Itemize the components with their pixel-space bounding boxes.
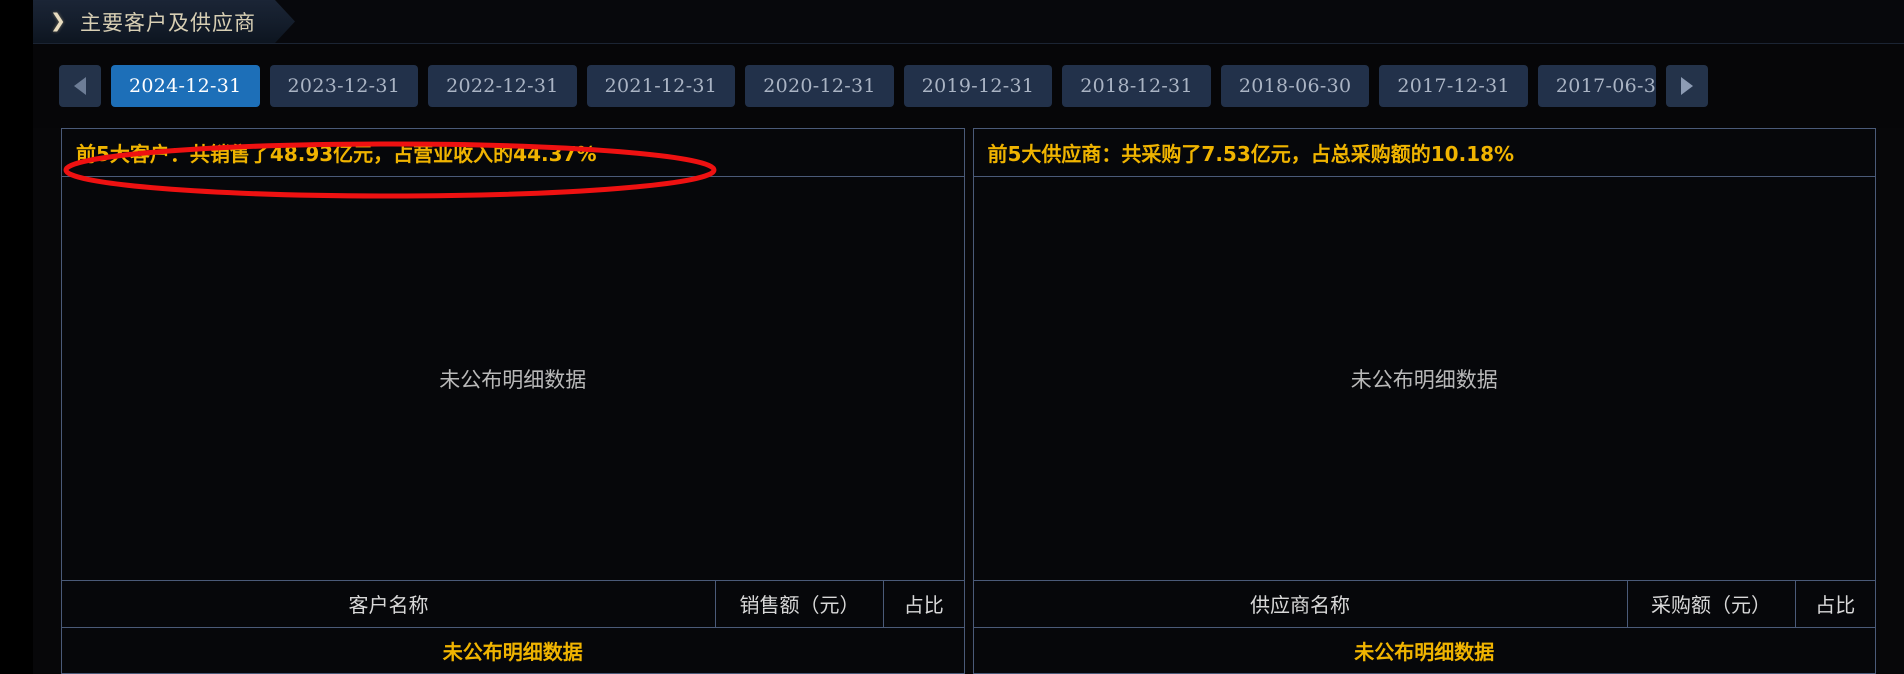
section-header: ❯ 主要客户及供应商: [33, 0, 1904, 44]
column-header-purchase-amount: 采购额（元）: [1627, 581, 1796, 628]
date-tab-2018-06-30[interactable]: 2018-06-30: [1220, 65, 1370, 107]
column-header-supplier-name: 供应商名称: [973, 581, 1628, 628]
column-header-sales-amount: 销售额（元）: [715, 581, 884, 628]
panels-container: 前5大客户：共销售了48.93亿元，占营业收入的44.37% 未公布明细数据 客…: [33, 128, 1904, 674]
customers-body-placeholder: 未公布明细数据: [62, 177, 964, 581]
suppliers-row-nodata: 未公布明细数据: [1354, 639, 1495, 664]
table-header-row: 客户名称 销售额（元） 占比: [62, 581, 964, 628]
date-strip-prev-button[interactable]: [59, 65, 101, 107]
suppliers-summary: 前5大供应商：共采购了7.53亿元，占总采购额的10.18%: [973, 129, 1875, 177]
table-header-row: 供应商名称 采购额（元） 占比: [973, 581, 1875, 628]
date-strip-next-button[interactable]: [1665, 65, 1708, 107]
date-tab-label: 2017-06-30: [1555, 75, 1656, 97]
date-tab-2024-12-31[interactable]: 2024-12-31: [111, 65, 260, 107]
customers-summary: 前5大客户：共销售了48.93亿元，占营业收入的44.37%: [62, 129, 964, 177]
date-tab-2020-12-31[interactable]: 2020-12-31: [745, 65, 894, 107]
date-tab-label: 2023-12-31: [287, 75, 401, 97]
date-tab-strip: 2024-12-31 2023-12-31 2022-12-31 2021-12…: [33, 44, 1904, 128]
suppliers-table: 供应商名称 采购额（元） 占比 未公布明细数据: [973, 581, 1876, 673]
section-header-tab[interactable]: ❯ 主要客户及供应商: [33, 0, 295, 43]
arrow-right-icon: [1680, 77, 1693, 95]
date-tab-2017-12-31[interactable]: 2017-12-31: [1379, 65, 1528, 107]
table-row: 未公布明细数据: [62, 627, 964, 673]
table-row: 未公布明细数据: [974, 627, 1876, 673]
customers-row-nodata: 未公布明细数据: [442, 639, 583, 664]
date-tab-label: 2019-12-31: [921, 75, 1035, 97]
column-header-share: 占比: [1795, 581, 1875, 628]
left-gutter: [0, 0, 33, 674]
arrow-left-icon: [74, 77, 86, 95]
date-tab-2018-12-31[interactable]: 2018-12-31: [1062, 65, 1211, 107]
date-tab-2019-12-31[interactable]: 2019-12-31: [903, 65, 1053, 107]
content-area: ❯ 主要客户及供应商 2024-12-31 2023-12-31 2022-12…: [33, 0, 1904, 674]
column-header-share: 占比: [883, 581, 964, 628]
date-tab-2023-12-31[interactable]: 2023-12-31: [269, 65, 419, 107]
date-tab-2022-12-31[interactable]: 2022-12-31: [428, 65, 577, 107]
page-title: 主要客户及供应商: [80, 10, 256, 35]
customers-table: 客户名称 销售额（元） 占比 未公布明细数据: [62, 581, 964, 673]
suppliers-panel: 前5大供应商：共采购了7.53亿元，占总采购额的10.18% 未公布明细数据 供…: [972, 128, 1876, 674]
suppliers-body-placeholder: 未公布明细数据: [973, 177, 1875, 581]
date-tab-2017-06-30[interactable]: 2017-06-30: [1537, 65, 1656, 107]
date-tab-label: 2024-12-31: [129, 75, 242, 97]
date-tab-label: 2018-06-30: [1238, 75, 1352, 97]
chevron-right-icon: ❯: [50, 11, 66, 32]
date-tab-label: 2020-12-31: [763, 75, 876, 97]
date-tab-label: 2017-12-31: [1397, 75, 1510, 97]
date-tab-2021-12-31[interactable]: 2021-12-31: [586, 65, 736, 107]
date-tab-label: 2022-12-31: [446, 75, 559, 97]
column-header-customer-name: 客户名称: [62, 581, 716, 628]
customers-panel: 前5大客户：共销售了48.93亿元，占营业收入的44.37% 未公布明细数据 客…: [61, 128, 965, 674]
date-tab-label: 2021-12-31: [604, 75, 718, 97]
date-tab-label: 2018-12-31: [1080, 75, 1193, 97]
